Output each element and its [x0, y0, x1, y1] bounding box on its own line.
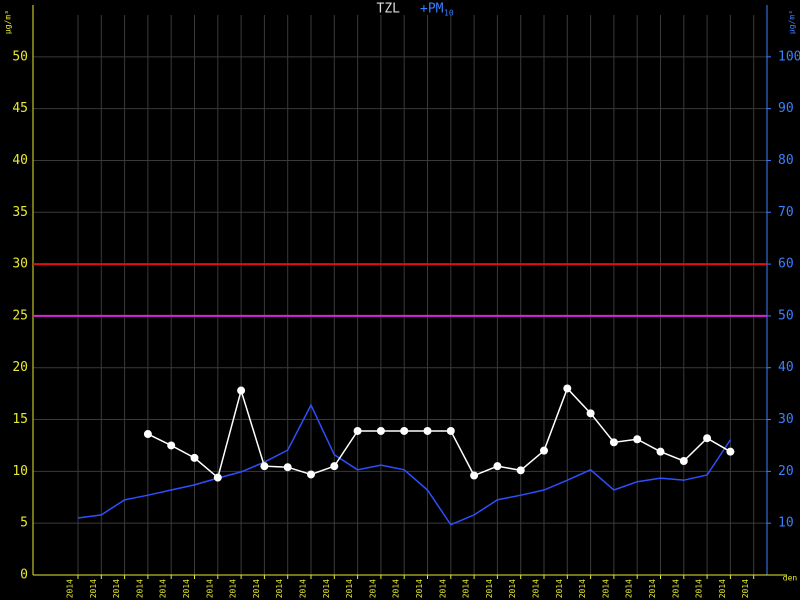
x-tick-label: 27.5. 2014	[392, 579, 401, 600]
y2-tick-label: 50	[778, 308, 794, 323]
series-line	[77, 403, 732, 526]
x-tick-label: 10.6. 2014	[718, 579, 727, 600]
data-point	[703, 434, 712, 443]
data-point	[353, 426, 362, 435]
y2-axis-label: µg/m³	[788, 10, 797, 34]
data-point	[586, 409, 595, 418]
y-tick-label: 20	[12, 360, 28, 375]
x-tick-label: 4.6. 2014	[578, 579, 587, 600]
y-tick-label: 45	[12, 101, 28, 116]
data-point	[143, 430, 152, 439]
x-tick-label: 17.5. 2014	[159, 579, 168, 600]
x-tick-label: 21.5. 2014	[252, 579, 261, 600]
data-point	[563, 384, 572, 393]
data-point	[679, 457, 688, 465]
x-axis-label: den	[783, 574, 798, 583]
data-point	[540, 446, 548, 455]
data-point	[633, 435, 642, 444]
chart-subtitle-sub: 10	[444, 9, 454, 18]
x-tick-label: 26.5. 2014	[368, 579, 377, 600]
x-tick-label: 8.6. 2014	[671, 579, 680, 600]
data-point	[307, 470, 315, 479]
x-tick-label: 7.6. 2014	[648, 579, 657, 600]
x-tick-label: 29.5. 2014	[438, 579, 447, 600]
chart-subtitle: +PM	[420, 2, 444, 17]
x-tick-label: 28.5. 2014	[415, 579, 424, 600]
y2-tick-label: 20	[778, 464, 794, 479]
x-tick-label: 23.5. 2014	[299, 579, 308, 600]
x-tick-label: 20.5. 2014	[229, 579, 238, 600]
y2-tick-label: 80	[778, 153, 794, 168]
x-tick-label: 3.6. 2014	[555, 579, 564, 600]
y-tick-label: 10	[12, 464, 28, 479]
y2-tick-label: 60	[778, 257, 794, 272]
x-tick-label: 18.5. 2014	[182, 579, 191, 600]
data-point	[656, 447, 665, 456]
data-point	[376, 426, 385, 435]
data-point	[400, 426, 409, 435]
y2-tick-label: 30	[778, 412, 794, 427]
x-tick-label: 31.5. 2014	[485, 579, 494, 600]
data-point	[190, 453, 199, 462]
data-point	[237, 386, 246, 395]
x-tick-label: 19.5. 2014	[205, 579, 214, 600]
chart-title: TZL	[377, 2, 401, 17]
y2-tick-label: 70	[778, 205, 794, 220]
y-tick-label: 40	[12, 153, 28, 168]
data-point	[446, 426, 455, 435]
x-tick-label: 2.6. 2014	[532, 579, 541, 600]
y2-tick-label: 90	[778, 101, 794, 116]
data-point	[260, 462, 269, 471]
series-line	[147, 387, 731, 479]
x-tick-label: 5.6. 2014	[601, 579, 610, 600]
data-point	[516, 466, 525, 475]
y-axis-label: µg/m³	[4, 10, 13, 34]
x-tick-label: 9.6. 2014	[695, 579, 704, 600]
x-tick-label: 13.5. 2014	[66, 579, 75, 600]
data-point	[213, 473, 222, 482]
y-tick-label: 5	[20, 516, 28, 531]
y-tick-label: 15	[12, 412, 28, 427]
x-tick-label: 15.5. 2014	[112, 579, 121, 600]
data-point	[609, 438, 618, 447]
y-tick-label: 0	[20, 568, 28, 583]
y-tick-label: 35	[12, 205, 28, 220]
x-tick-label: 16.5. 2014	[135, 579, 144, 600]
data-point	[726, 447, 735, 456]
x-tick-label: 24.5. 2014	[322, 579, 331, 600]
y2-tick-label: 100	[778, 49, 800, 64]
y2-tick-label: 40	[778, 360, 794, 375]
x-tick-label: 11.6. 2014	[741, 579, 750, 600]
y-tick-label: 30	[12, 257, 28, 272]
data-point	[470, 471, 479, 480]
y-tick-label: 50	[12, 49, 28, 64]
data-point	[423, 426, 432, 435]
x-tick-label: 1.6. 2014	[508, 579, 517, 600]
data-point	[167, 441, 176, 450]
x-tick-label: 6.6. 2014	[625, 579, 634, 600]
x-tick-label: 14.5. 2014	[89, 579, 98, 600]
y-tick-label: 25	[12, 308, 28, 323]
x-tick-label: 25.5. 2014	[345, 579, 354, 600]
data-point	[493, 462, 502, 471]
data-point	[330, 462, 339, 471]
data-point	[283, 463, 292, 472]
x-tick-label: 22.5. 2014	[275, 579, 284, 600]
y2-tick-label: 10	[778, 516, 794, 531]
x-tick-label: 30.5. 2014	[462, 579, 471, 600]
